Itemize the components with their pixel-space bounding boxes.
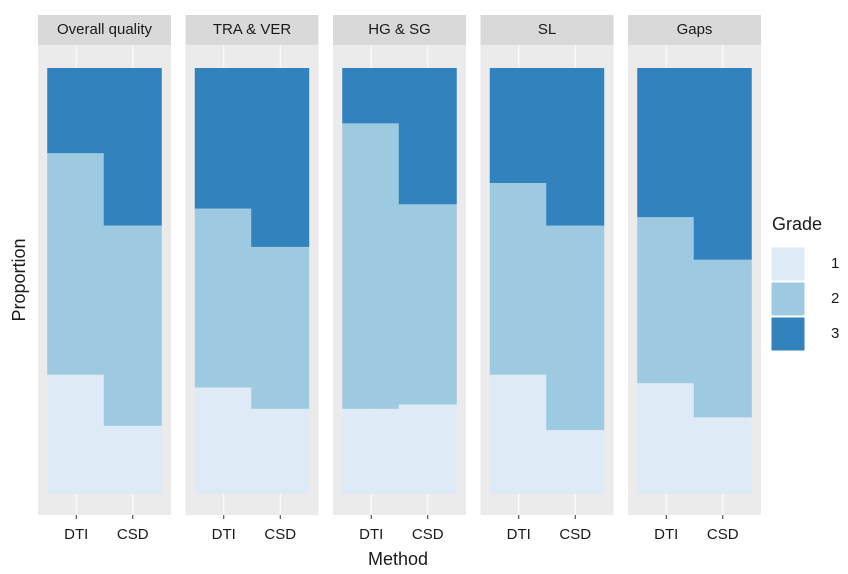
facet-title: Overall quality <box>57 21 153 38</box>
bar-segment <box>398 404 457 494</box>
facet-title: SL <box>538 21 556 38</box>
x-tick-label: DTI <box>64 526 88 543</box>
bar-segment <box>637 217 696 384</box>
strip <box>628 15 761 45</box>
x-tick-label: DTI <box>212 526 236 543</box>
bar-segment <box>489 183 548 375</box>
legend-label: 3 <box>831 325 839 342</box>
legend-title: Grade <box>772 214 822 234</box>
bar-segment <box>194 68 253 209</box>
bar-segment <box>693 68 752 260</box>
x-tick-label: DTI <box>359 526 383 543</box>
bar-segment <box>47 153 106 375</box>
x-tick-label: CSD <box>264 526 296 543</box>
facet-title: Gaps <box>677 21 713 38</box>
bar-segment <box>103 225 162 426</box>
bar-segment <box>342 123 401 409</box>
bar-segment <box>398 204 457 405</box>
legend-key <box>770 316 806 352</box>
bar-segment <box>637 383 696 494</box>
bar-segment <box>546 225 605 431</box>
x-tick-label: CSD <box>412 526 444 543</box>
facet-title: HG & SG <box>368 21 431 38</box>
x-tick-label: DTI <box>507 526 531 543</box>
y-axis-title: Proportion <box>9 238 29 321</box>
legend-key <box>770 246 806 282</box>
strip <box>333 15 466 45</box>
bar-segment <box>251 68 310 247</box>
strip <box>480 15 614 45</box>
bar-segment <box>251 246 310 409</box>
bar-segment <box>47 68 106 154</box>
facet-title: TRA & VER <box>213 21 292 38</box>
x-axis-title: Method <box>368 549 428 569</box>
strip <box>38 15 171 45</box>
bar-segment <box>693 259 752 418</box>
bar-segment <box>103 425 162 494</box>
bar-segment <box>103 68 162 226</box>
bar-segment <box>693 417 752 494</box>
bar-segment <box>546 430 605 494</box>
legend-label: 2 <box>831 290 839 307</box>
bar-segment <box>342 68 401 124</box>
legend-key <box>770 281 806 317</box>
bar-segment <box>194 208 253 388</box>
x-tick-label: CSD <box>707 526 739 543</box>
bar-segment <box>194 387 253 494</box>
bar-segment <box>251 408 310 494</box>
bar-segment <box>489 374 548 494</box>
bar-segment <box>546 68 605 226</box>
bar-segment <box>342 408 401 494</box>
bar-segment <box>47 374 106 494</box>
legend-label: 1 <box>831 255 839 272</box>
strip <box>185 15 319 45</box>
x-tick-label: CSD <box>559 526 591 543</box>
bar-segment <box>637 68 696 218</box>
x-tick-label: CSD <box>117 526 149 543</box>
bar-segment <box>398 68 457 205</box>
bar-segment <box>489 68 548 184</box>
x-tick-label: DTI <box>654 526 678 543</box>
